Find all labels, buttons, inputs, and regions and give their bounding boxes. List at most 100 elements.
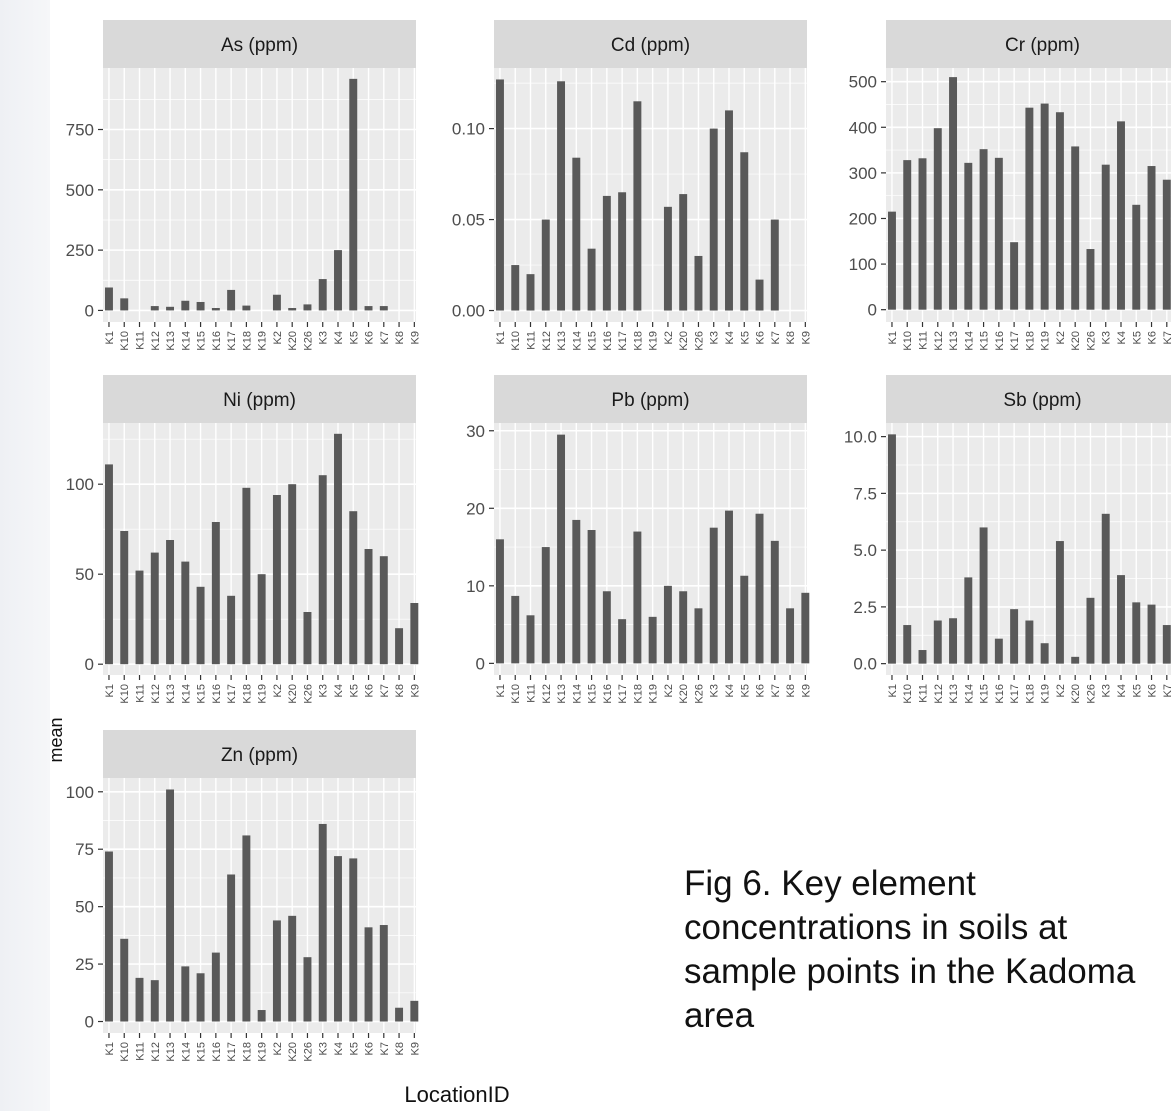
- bar: [196, 973, 205, 1022]
- x-tick-label: K15: [979, 684, 991, 704]
- y-tick-label: 25: [75, 955, 94, 974]
- bar: [364, 927, 373, 1022]
- bar: [602, 591, 611, 664]
- y-tick-label: 200: [849, 209, 877, 228]
- x-tick-label: K17: [617, 331, 629, 351]
- bar: [303, 304, 312, 311]
- bar: [288, 308, 297, 311]
- x-tick-label: K17: [617, 684, 629, 704]
- facet-strip: [886, 375, 1171, 423]
- x-tick-label: K26: [693, 684, 705, 704]
- bar: [740, 152, 749, 311]
- bar: [770, 540, 779, 664]
- facet-title: As (ppm): [221, 35, 298, 56]
- x-tick-label: K20: [287, 1042, 299, 1062]
- bar: [755, 513, 764, 664]
- facet-panel: Sb (ppm)0.02.55.07.510.0K1 K10 K11 K12 K13 K1…: [844, 375, 1171, 704]
- bar: [227, 595, 236, 665]
- bar: [334, 856, 342, 1022]
- x-tick-label: K10: [119, 331, 131, 351]
- bar: [242, 835, 251, 1022]
- x-tick-label: K11: [135, 1042, 147, 1061]
- x-tick-label: K5: [1131, 684, 1143, 697]
- x-tick-label: K18: [632, 684, 644, 704]
- bar: [979, 149, 988, 310]
- bar: [150, 552, 159, 665]
- bar: [410, 603, 419, 665]
- bar: [903, 160, 912, 310]
- x-tick-label: K10: [119, 684, 131, 704]
- bar: [1055, 112, 1064, 310]
- y-tick-label: 250: [66, 241, 94, 260]
- x-tick-label: K7: [1162, 684, 1171, 697]
- bar: [288, 915, 297, 1022]
- x-tick-label: K5: [348, 684, 360, 697]
- x-tick-label: K14: [571, 684, 583, 704]
- x-tick-label: K11: [135, 684, 147, 703]
- y-tick-label: 0: [476, 654, 485, 673]
- x-tick-label: K13: [556, 331, 568, 351]
- x-tick-label: K18: [241, 684, 253, 704]
- y-tick-label: 0.10: [452, 120, 485, 139]
- x-tick-label: K3: [1101, 331, 1113, 344]
- bar: [257, 1010, 266, 1022]
- x-tick-label: K14: [963, 684, 975, 704]
- bar: [740, 575, 749, 664]
- bar: [994, 157, 1003, 310]
- bar: [1010, 242, 1019, 310]
- x-tick-label: K15: [587, 331, 599, 351]
- bar: [211, 308, 220, 311]
- x-tick-label: K11: [918, 684, 930, 703]
- bar: [888, 211, 896, 310]
- x-tick-label: K13: [556, 684, 568, 704]
- figure-caption: Fig 6. Key element concentrations in soi…: [684, 864, 1136, 1035]
- bar: [1132, 204, 1141, 310]
- bar: [318, 279, 327, 311]
- bar: [918, 158, 927, 310]
- x-tick-label: K20: [287, 684, 299, 704]
- x-tick-label: K4: [333, 684, 345, 697]
- y-tick-label: 100: [66, 475, 94, 494]
- x-tick-label: K3: [1101, 684, 1113, 697]
- bar: [933, 128, 942, 310]
- x-tick-label: K10: [902, 331, 914, 351]
- x-tick-label: K9: [409, 684, 421, 697]
- x-tick-label: K7: [1162, 331, 1171, 344]
- bar: [541, 547, 550, 664]
- x-tick-label: K7: [770, 684, 782, 697]
- y-tick-label: 100: [849, 255, 877, 274]
- bar: [257, 574, 266, 665]
- bar: [120, 298, 129, 311]
- facet-strip: [103, 375, 416, 423]
- x-tick-label: K10: [902, 684, 914, 704]
- x-tick-label: K2: [663, 331, 675, 344]
- bar: [181, 300, 190, 311]
- x-tick-label: K1: [887, 331, 899, 344]
- bar: [410, 1000, 419, 1022]
- bar: [663, 585, 672, 664]
- x-tick-label: K20: [1070, 684, 1082, 704]
- bar: [679, 591, 688, 664]
- bar: [933, 620, 942, 664]
- y-tick-label: 500: [849, 73, 877, 92]
- x-tick-label: K5: [348, 1042, 360, 1055]
- bar: [633, 531, 642, 664]
- bar: [349, 858, 358, 1022]
- bar: [334, 250, 342, 311]
- x-tick-label: K19: [648, 684, 660, 704]
- x-tick-label: K1: [887, 684, 899, 697]
- x-tick-label: K17: [1009, 684, 1021, 704]
- bar: [725, 510, 733, 664]
- x-tick-label: K5: [739, 331, 751, 344]
- y-tick-label: 400: [849, 118, 877, 137]
- x-tick-label: K1: [104, 684, 116, 697]
- bar: [242, 487, 251, 665]
- x-tick-label: K4: [724, 684, 736, 697]
- x-tick-label: K19: [257, 331, 269, 351]
- facet-title: Pb (ppm): [611, 390, 689, 411]
- x-tick-label: K10: [119, 1042, 131, 1062]
- facet-title: Cd (ppm): [611, 35, 690, 56]
- x-tick-label: K7: [770, 331, 782, 344]
- bar: [526, 615, 535, 664]
